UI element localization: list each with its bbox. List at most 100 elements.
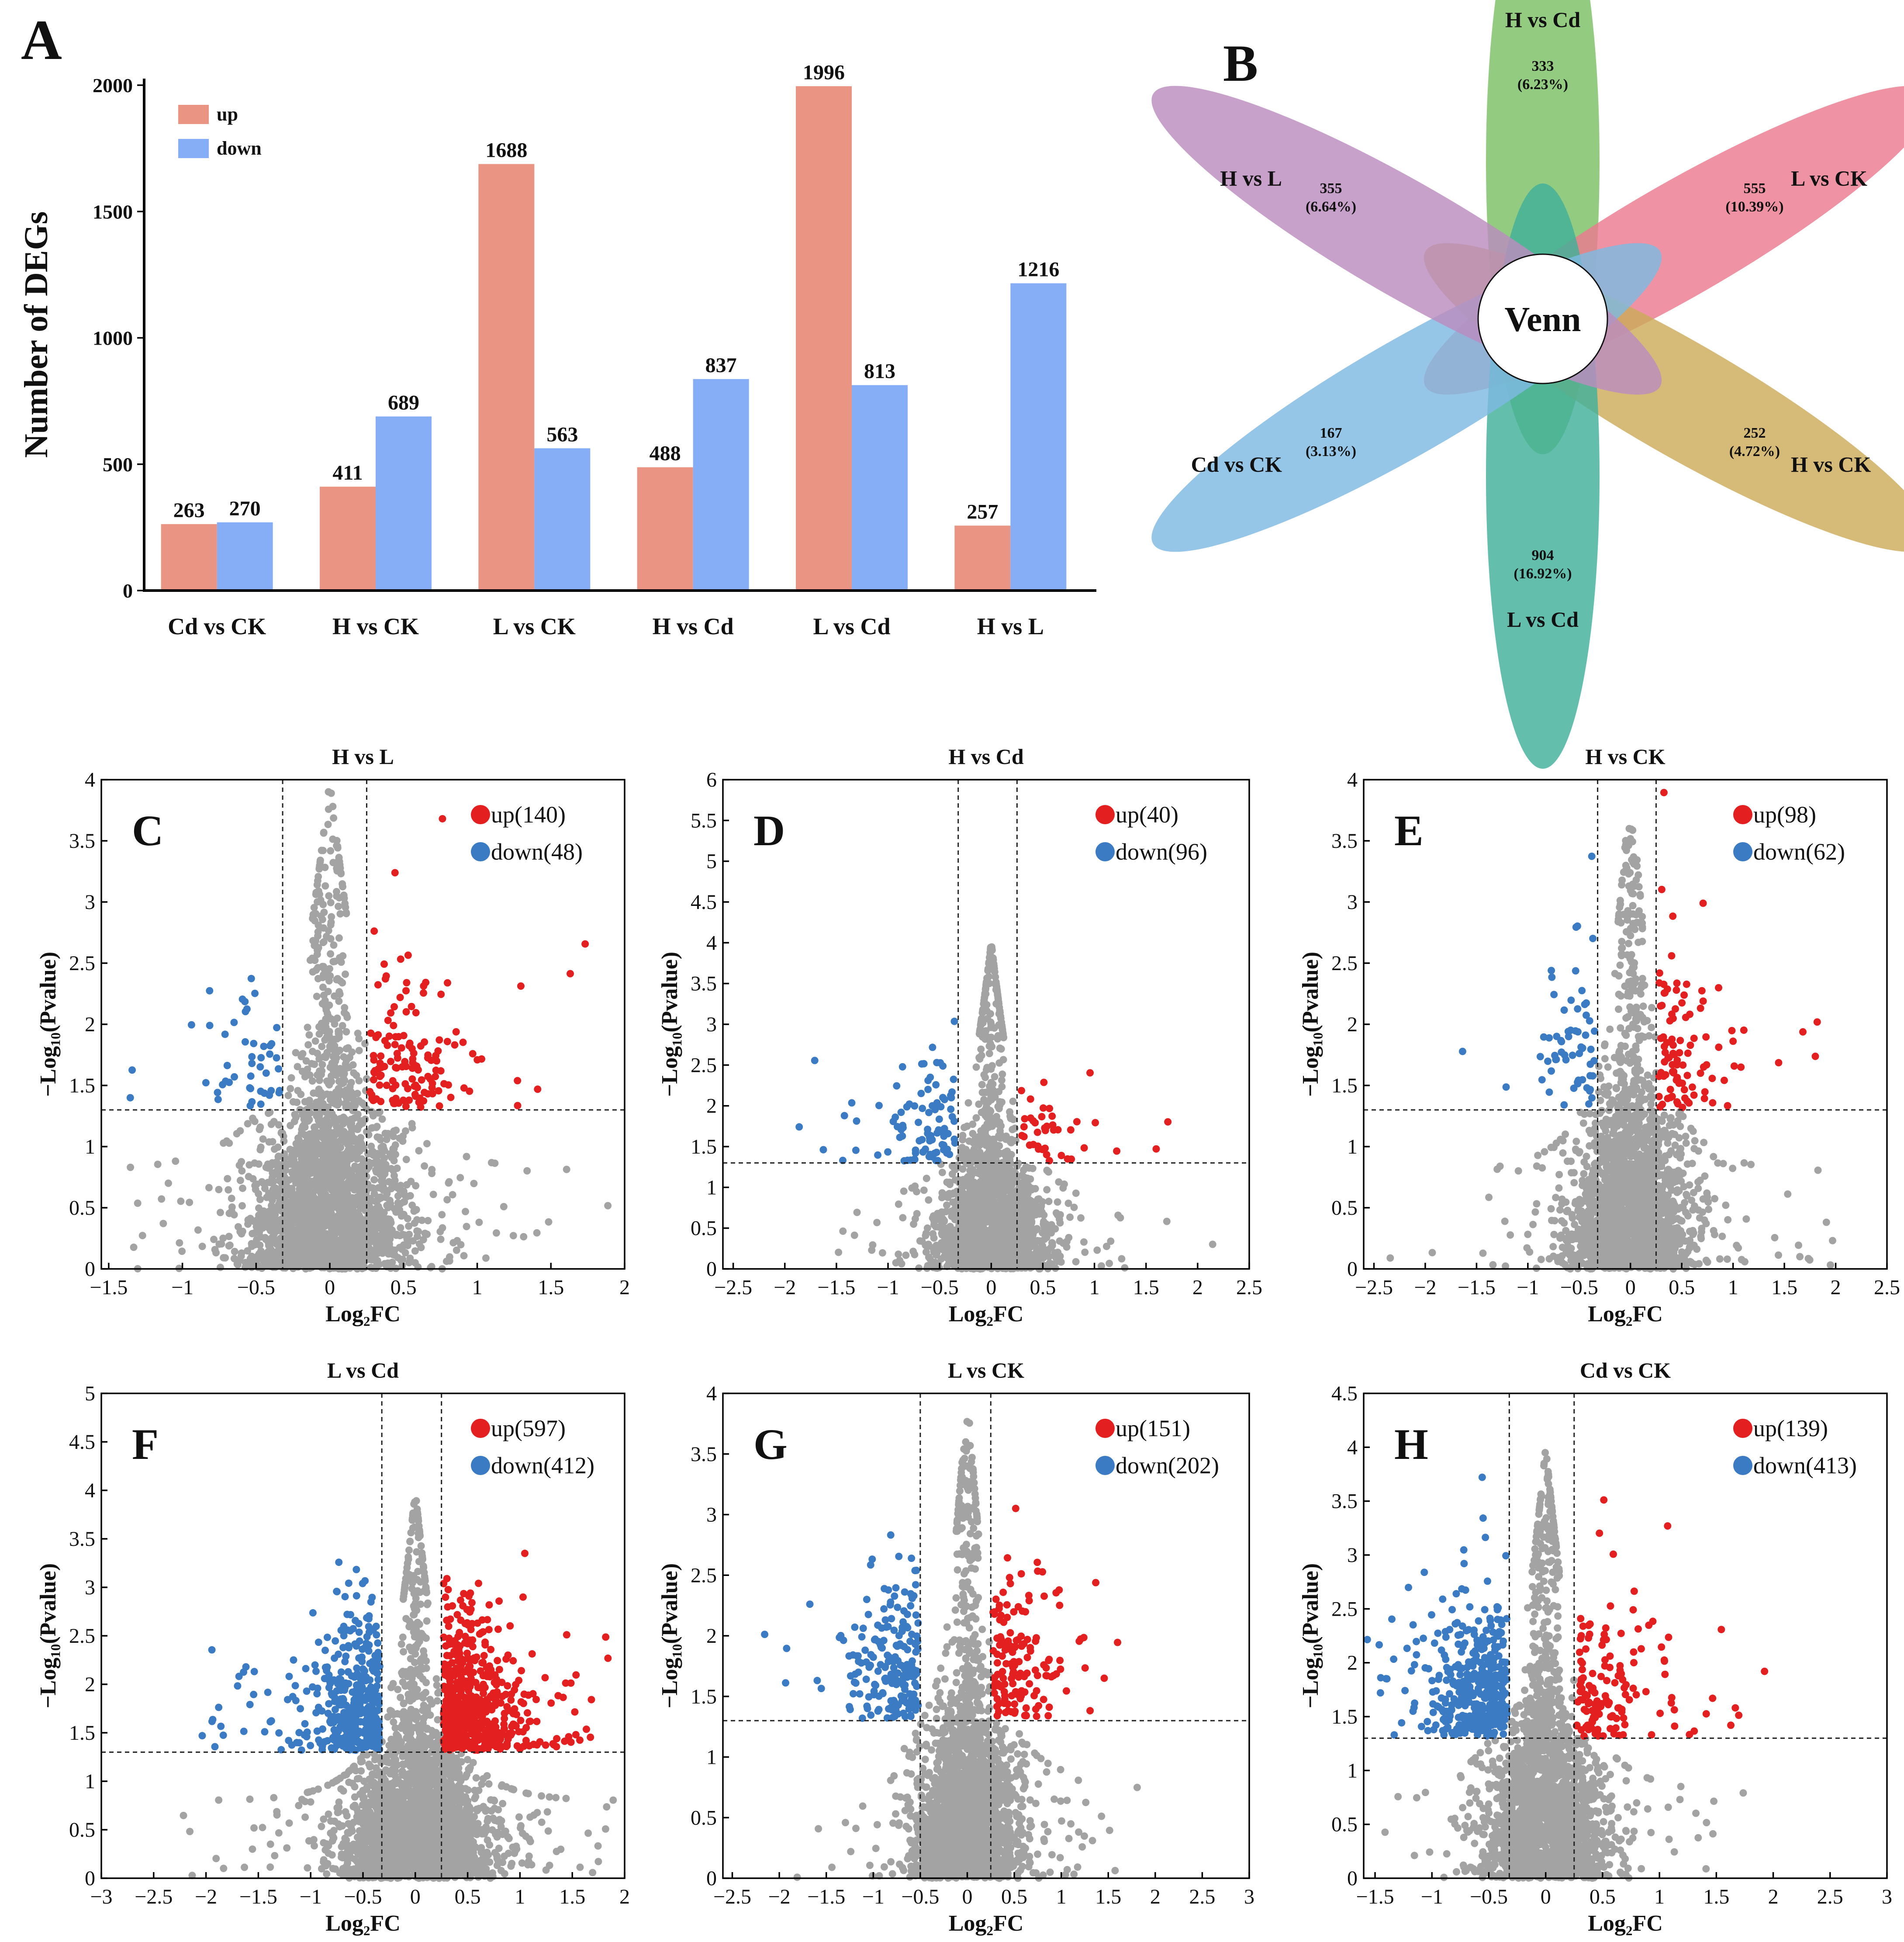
figure: A263270Cd vs CK411689H vs CK1688563L vs … xyxy=(0,0,1904,1940)
ns-point xyxy=(995,1059,1003,1067)
ns-point xyxy=(194,1226,202,1234)
up-point xyxy=(444,979,451,987)
ns-point xyxy=(312,1151,319,1159)
up-point xyxy=(394,1050,401,1057)
ns-point xyxy=(392,1208,400,1216)
ns-point xyxy=(1034,1196,1041,1203)
ns-point xyxy=(299,1068,306,1075)
ns-point xyxy=(1054,1198,1061,1206)
ns-point xyxy=(396,1135,403,1142)
ns-point xyxy=(305,1257,313,1265)
ns-point xyxy=(371,1247,379,1254)
ns-point xyxy=(1041,1236,1048,1243)
ns-point xyxy=(997,1012,1004,1020)
ns-point xyxy=(335,934,343,942)
ns-point xyxy=(443,1196,451,1203)
ns-point xyxy=(284,1092,292,1099)
ns-point xyxy=(172,1158,179,1165)
up-point xyxy=(1021,1115,1028,1123)
ns-point xyxy=(238,1202,246,1209)
y-tick-label: 1000 xyxy=(93,327,133,349)
ns-point xyxy=(348,1079,355,1086)
ns-point xyxy=(318,1264,325,1271)
down-point xyxy=(918,1136,926,1144)
ns-point xyxy=(303,1151,310,1158)
ns-point xyxy=(255,1161,263,1168)
ns-point xyxy=(332,1101,339,1108)
down-point xyxy=(221,1030,229,1038)
ns-point xyxy=(950,1211,957,1218)
ns-point xyxy=(415,1147,422,1154)
ns-point xyxy=(1740,1159,1748,1167)
bar-value-label: 813 xyxy=(864,360,895,383)
ns-point xyxy=(964,1173,972,1180)
ns-point xyxy=(269,1138,276,1145)
venn-count: 167 xyxy=(1320,425,1342,441)
ns-point xyxy=(372,1222,380,1230)
ns-point xyxy=(994,992,1002,999)
ns-point xyxy=(373,1158,380,1165)
ns-point xyxy=(215,1186,222,1193)
ns-point xyxy=(328,1110,335,1117)
ns-point xyxy=(500,1203,508,1210)
ns-point xyxy=(991,1223,999,1231)
ns-point xyxy=(1033,1258,1040,1265)
ns-point xyxy=(275,1121,283,1129)
ns-point xyxy=(320,909,328,916)
ns-point xyxy=(994,1257,1002,1264)
ns-point xyxy=(199,1243,206,1250)
ns-point xyxy=(263,1194,270,1201)
y-tick-label: 3.5 xyxy=(69,829,95,853)
ns-point xyxy=(470,1180,477,1187)
x-tick-label: −2.5 xyxy=(714,1276,752,1299)
x-tick-label: −0.5 xyxy=(921,1276,959,1299)
down-point xyxy=(894,1123,901,1130)
ns-point xyxy=(1040,1218,1047,1225)
ns-point xyxy=(873,1219,881,1226)
ns-point xyxy=(922,1241,929,1249)
ns-point xyxy=(301,1116,308,1123)
down-point xyxy=(841,1112,848,1120)
down-point xyxy=(248,1060,256,1067)
ns-point xyxy=(226,1241,234,1249)
ns-point xyxy=(879,1249,886,1257)
ns-point xyxy=(130,1244,138,1251)
ns-point xyxy=(309,954,316,962)
ns-point xyxy=(158,1196,165,1203)
ns-point xyxy=(934,1210,941,1217)
down-point xyxy=(241,998,249,1006)
down-point xyxy=(128,1066,136,1074)
ns-point xyxy=(1040,1211,1047,1219)
ns-point xyxy=(301,1107,308,1115)
ns-point xyxy=(1012,1137,1019,1144)
ns-point xyxy=(354,1111,362,1118)
ns-point xyxy=(980,997,988,1004)
venn-count: 355 xyxy=(1320,180,1342,197)
ns-point xyxy=(463,1153,470,1160)
ns-point xyxy=(336,954,343,961)
ns-point xyxy=(345,1166,352,1173)
down-point xyxy=(892,1113,899,1121)
ns-point xyxy=(998,1222,1006,1230)
ns-point xyxy=(990,1247,998,1254)
ns-point xyxy=(1081,1248,1088,1256)
ns-point xyxy=(1114,1212,1122,1219)
ns-point xyxy=(244,1220,252,1228)
down-point xyxy=(231,1073,238,1081)
ns-point xyxy=(983,1064,991,1071)
x-tick-label: 1.5 xyxy=(538,1276,564,1299)
ns-point xyxy=(930,1234,938,1242)
up-point xyxy=(1038,1113,1046,1120)
venn-percent: (6.64%) xyxy=(1306,199,1356,215)
down-point xyxy=(912,1147,919,1154)
down-point xyxy=(214,1089,221,1096)
ns-point xyxy=(1093,1247,1101,1254)
ns-point xyxy=(851,1231,858,1239)
ns-point xyxy=(320,829,328,837)
ns-point xyxy=(328,1078,335,1085)
ns-point xyxy=(1043,1186,1050,1193)
down-point xyxy=(248,975,255,982)
up-point xyxy=(428,1084,436,1092)
x-tick-label: 1 xyxy=(472,1276,483,1299)
ns-point xyxy=(268,1234,276,1241)
